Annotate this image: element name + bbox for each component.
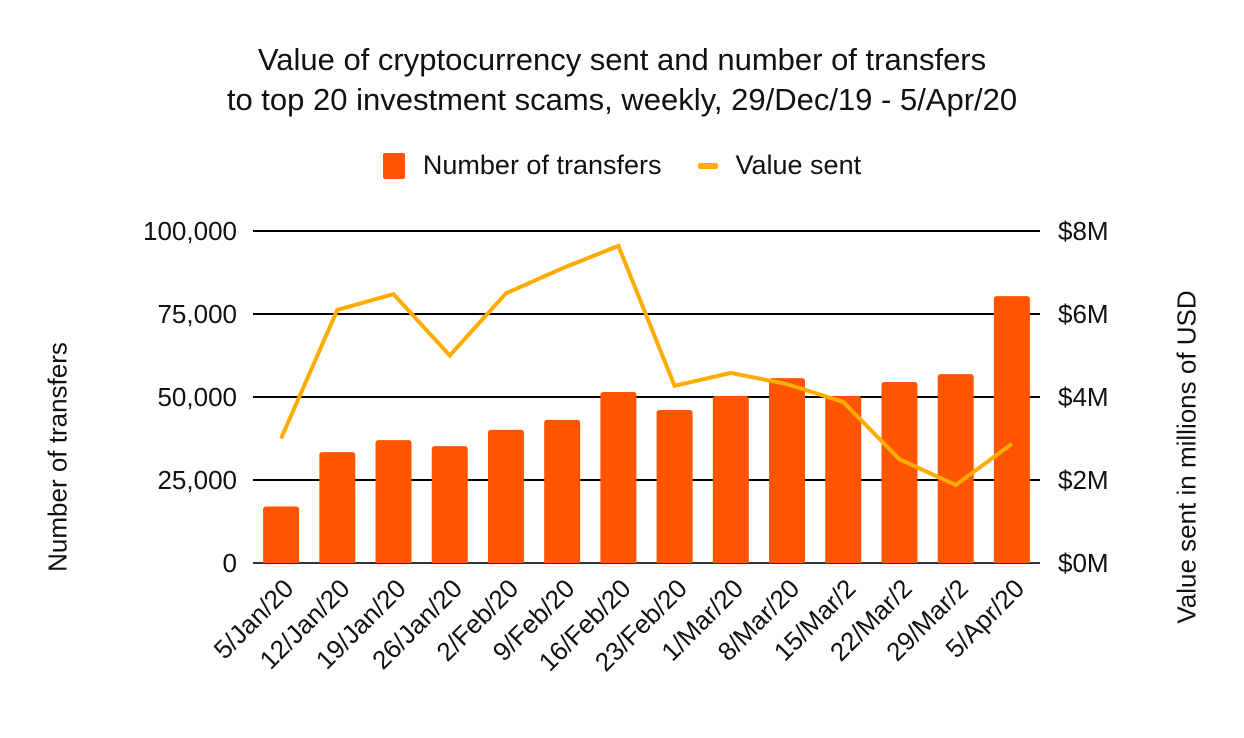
bar[interactable] xyxy=(993,296,1030,563)
bar[interactable] xyxy=(544,419,581,563)
bar[interactable] xyxy=(825,396,862,563)
bar[interactable] xyxy=(319,452,356,563)
chart-title: Value of cryptocurrency sent and number … xyxy=(0,40,1244,120)
bar[interactable] xyxy=(937,374,974,563)
legend: Number of transfers Value sent xyxy=(0,150,1244,181)
legend-item-transfers[interactable]: Number of transfers xyxy=(382,150,662,181)
bar-swatch-icon xyxy=(382,152,405,179)
right-tick-label: $6M xyxy=(1058,299,1109,329)
value-line[interactable] xyxy=(279,243,1014,488)
legend-label: Number of transfers xyxy=(422,150,662,180)
bar[interactable] xyxy=(656,409,693,563)
legend-item-value[interactable]: Value sent xyxy=(697,150,862,181)
bar[interactable] xyxy=(600,392,637,563)
left-tick-label: 100,000 xyxy=(143,216,237,246)
right-tick-label: $2M xyxy=(1058,465,1109,495)
chart-title-line2: to top 20 investment scams, weekly, 29/D… xyxy=(226,82,1018,117)
right-tick-label: $4M xyxy=(1058,382,1109,412)
chart-title-line1: Value of cryptocurrency sent and number … xyxy=(257,42,987,77)
bar[interactable] xyxy=(375,440,412,563)
left-tick-label: 75,000 xyxy=(157,299,237,329)
right-tick-label: $0M xyxy=(1058,548,1109,578)
bar[interactable] xyxy=(487,429,524,563)
bar[interactable] xyxy=(881,382,918,563)
bar[interactable] xyxy=(431,446,468,563)
line-swatch-icon xyxy=(697,162,718,169)
bar[interactable] xyxy=(712,396,749,563)
right-tick-label: $8M xyxy=(1058,216,1109,246)
left-tick-label: 50,000 xyxy=(157,382,237,412)
left-tick-label: 0 xyxy=(223,548,237,578)
bar[interactable] xyxy=(263,506,300,563)
bar[interactable] xyxy=(769,378,806,563)
left-tick-label: 25,000 xyxy=(157,465,237,495)
legend-label: Value sent xyxy=(735,150,862,180)
